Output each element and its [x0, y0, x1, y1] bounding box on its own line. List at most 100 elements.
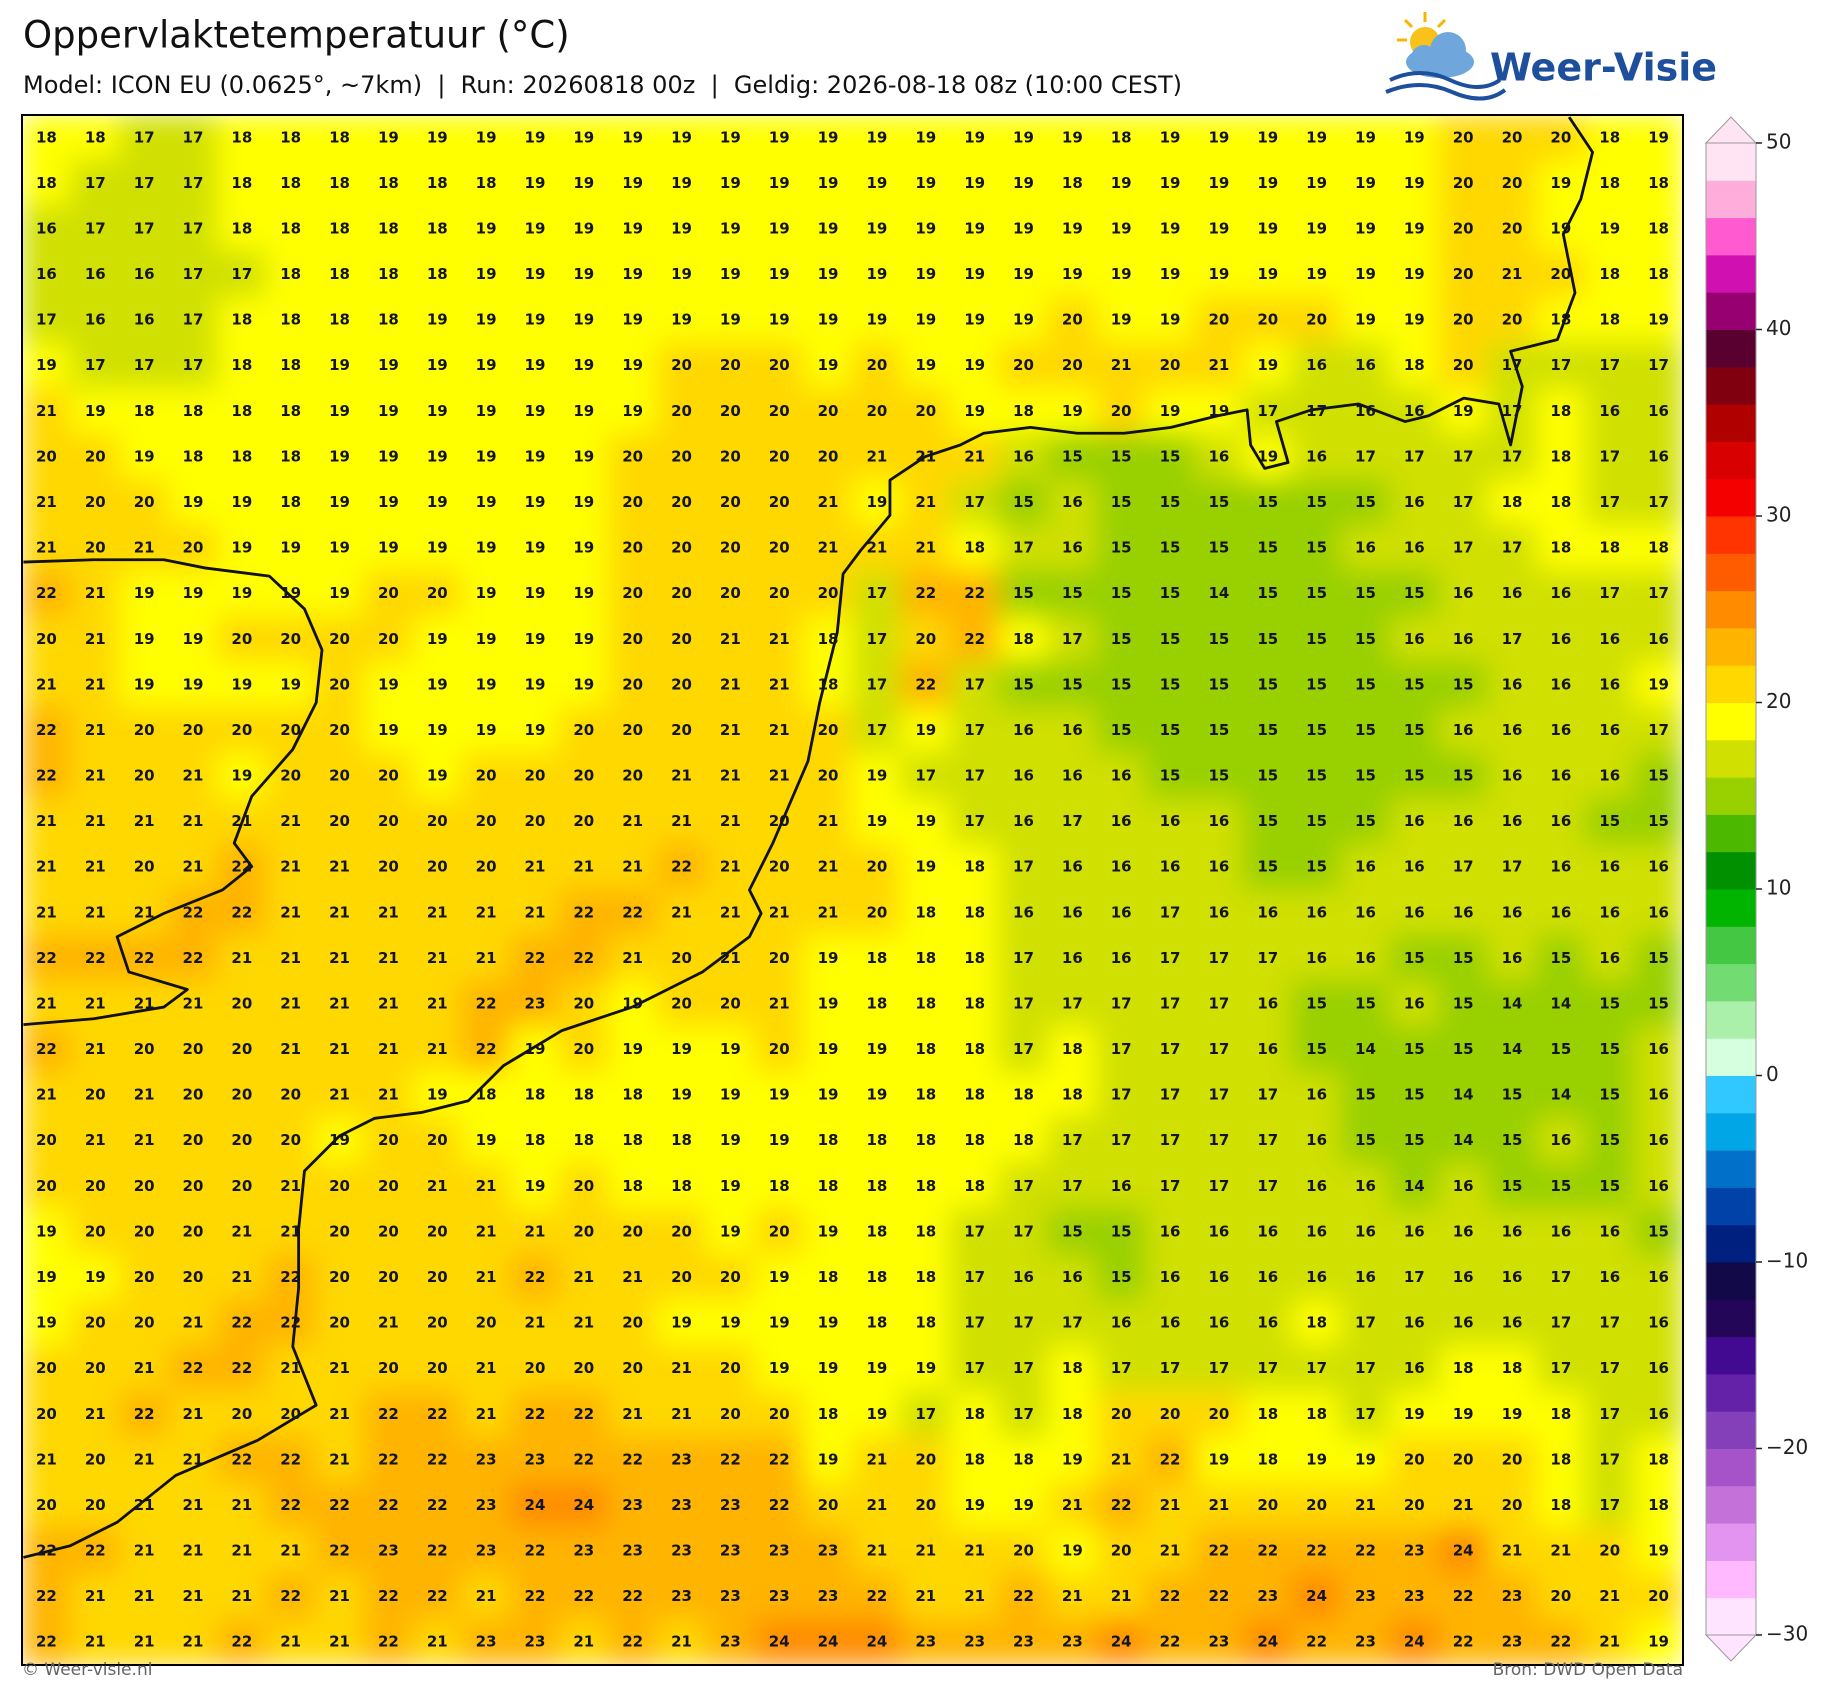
temperature-cell [754, 160, 805, 207]
temperature-cell [1487, 296, 1537, 344]
temperature-cell [510, 1071, 560, 1119]
temperature-cell [1291, 798, 1342, 845]
temperature-cell [363, 935, 414, 982]
temperature-value: 23 [1355, 1587, 1376, 1605]
temperature-cell [1438, 798, 1489, 845]
temperature-value: 20 [573, 767, 594, 785]
temperature-value: 17 [1502, 402, 1523, 420]
temperature-value: 18 [818, 1268, 839, 1286]
temperature-value: 18 [1599, 174, 1620, 192]
temperature-cell [216, 1390, 267, 1438]
temperature-cell [1242, 205, 1293, 253]
temperature-value: 20 [1306, 311, 1327, 329]
temperature-value: 15 [1648, 767, 1669, 785]
temperature-cell [265, 205, 316, 253]
temperature-value: 15 [1404, 675, 1425, 693]
temperature-cell [1096, 980, 1147, 1028]
temperature-value: 16 [1404, 1222, 1425, 1240]
temperature-value: 20 [622, 539, 643, 557]
temperature-value: 15 [1257, 630, 1278, 648]
temperature-cell [510, 570, 560, 617]
temperature-cell [656, 707, 707, 754]
temperature-value: 22 [915, 675, 936, 693]
temperature-cell [510, 251, 560, 298]
temperature-value: 20 [1502, 174, 1523, 192]
temperature-cell [852, 980, 902, 1028]
temperature-cell [1242, 479, 1293, 526]
temperature-cell [70, 205, 121, 253]
temperature-cell [998, 1345, 1049, 1392]
temperature-cell [803, 1254, 853, 1301]
temperature-value: 17 [1160, 994, 1181, 1012]
temperature-value: 20 [622, 767, 643, 785]
temperature-cell [1438, 1026, 1489, 1073]
temperature-cell [1047, 843, 1098, 891]
temperature-value: 19 [1208, 219, 1229, 237]
temperature-value: 17 [1550, 356, 1571, 374]
temperature-value: 20 [769, 812, 790, 830]
temperature-value: 20 [427, 1359, 448, 1377]
temperature-cell [558, 1071, 609, 1119]
colorbar-band [1706, 702, 1756, 741]
temperature-value: 16 [1599, 675, 1620, 693]
temperature-value: 16 [1550, 767, 1571, 785]
temperature-cell [1145, 251, 1195, 298]
temperature-value: 17 [1111, 1131, 1132, 1149]
temperature-value: 19 [1257, 128, 1278, 146]
temperature-value: 15 [1306, 767, 1327, 785]
temperature-value: 19 [866, 265, 887, 283]
temperature-value: 19 [769, 265, 790, 283]
temperature-cell [852, 1436, 902, 1484]
temperature-value: 19 [476, 356, 497, 374]
temperature-cell [119, 160, 170, 207]
temperature-value: 16 [134, 265, 155, 283]
temperature-value: 15 [1355, 675, 1376, 693]
temperature-cell [656, 1163, 707, 1210]
temperature-value: 20 [525, 767, 546, 785]
temperature-cell [998, 1390, 1049, 1438]
temperature-cell [1193, 433, 1244, 481]
logo-waves [1385, 71, 1507, 101]
temperature-value: 21 [183, 767, 204, 785]
temperature-value: 24 [1111, 1633, 1132, 1651]
temperature-value: 16 [1502, 949, 1523, 967]
temperature-value: 23 [720, 1587, 741, 1605]
temperature-cell [1193, 1208, 1244, 1256]
temperature-cell [168, 570, 218, 617]
temperature-cell [607, 1117, 658, 1165]
temperature-value: 22 [134, 949, 155, 967]
temperature-value: 16 [1355, 402, 1376, 420]
temperature-value: 20 [85, 1086, 106, 1104]
temperature-cell [705, 1026, 756, 1073]
temperature-value: 19 [1355, 219, 1376, 237]
temperature-value: 15 [1111, 675, 1132, 693]
temperature-value: 15 [1599, 812, 1620, 830]
temperature-value: 20 [622, 721, 643, 739]
temperature-cell [1291, 115, 1342, 162]
temperature-value: 17 [1648, 584, 1669, 602]
temperature-value: 18 [915, 1040, 936, 1058]
temperature-value: 16 [1502, 1222, 1523, 1240]
temperature-value: 20 [427, 1268, 448, 1286]
temperature-value: 18 [378, 311, 399, 329]
temperature-value: 20 [671, 584, 692, 602]
temperature-cell [1340, 1573, 1391, 1620]
temperature-value: 20 [1453, 1450, 1474, 1468]
temperature-cell [1193, 570, 1244, 617]
temperature-value: 22 [525, 949, 546, 967]
temperature-value: 17 [1257, 1131, 1278, 1149]
temperature-value: 19 [427, 721, 448, 739]
temperature-value: 19 [1208, 174, 1229, 192]
temperature-cell [998, 570, 1049, 617]
temperature-value: 21 [329, 903, 350, 921]
temperature-value: 18 [231, 402, 252, 420]
temperature-value: 20 [915, 630, 936, 648]
temperature-value: 19 [720, 128, 741, 146]
temperature-value: 16 [1355, 858, 1376, 876]
temperature-value: 19 [671, 311, 692, 329]
temperature-cell [70, 342, 121, 390]
temperature-value: 18 [964, 539, 985, 557]
temperature-value: 16 [1257, 1222, 1278, 1240]
temperature-value: 19 [525, 675, 546, 693]
temperature-cell [1633, 115, 1683, 162]
